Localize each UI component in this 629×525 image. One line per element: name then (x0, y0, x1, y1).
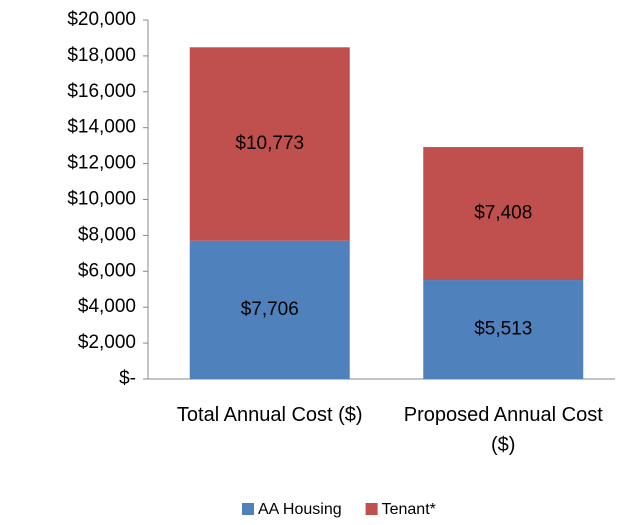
bar-segment (423, 280, 584, 379)
data-label: $10,773 (235, 133, 304, 154)
bar-segment (189, 240, 350, 379)
y-tick-label: $2,000 (78, 332, 136, 353)
legend-label: Tenant* (382, 501, 436, 518)
y-tick-label: $14,000 (67, 117, 136, 138)
legend-swatch (242, 503, 254, 515)
x-tick-label: Proposed Annual Cost ($) (403, 404, 603, 456)
data-label: $5,513 (474, 319, 532, 340)
y-tick-label: $20,000 (67, 9, 136, 30)
y-tick-label: $18,000 (67, 45, 136, 66)
y-tick-label: $8,000 (78, 224, 136, 245)
bar-segment (189, 47, 350, 241)
y-tick-label: $12,000 (67, 153, 136, 174)
x-tick-label: Total Annual Cost ($) (176, 404, 363, 426)
y-tick-label: $16,000 (67, 81, 136, 102)
y-tick-label: $10,000 (67, 189, 136, 210)
legend-swatch (365, 503, 378, 515)
y-tick-label: $6,000 (78, 260, 136, 281)
y-tick-label: $- (119, 368, 136, 389)
y-tick-label: $4,000 (78, 296, 136, 317)
data-label: $7,706 (241, 299, 299, 320)
bar-segment (423, 147, 584, 281)
data-label: $7,408 (474, 203, 532, 224)
legend-label: AA Housing (258, 501, 342, 518)
